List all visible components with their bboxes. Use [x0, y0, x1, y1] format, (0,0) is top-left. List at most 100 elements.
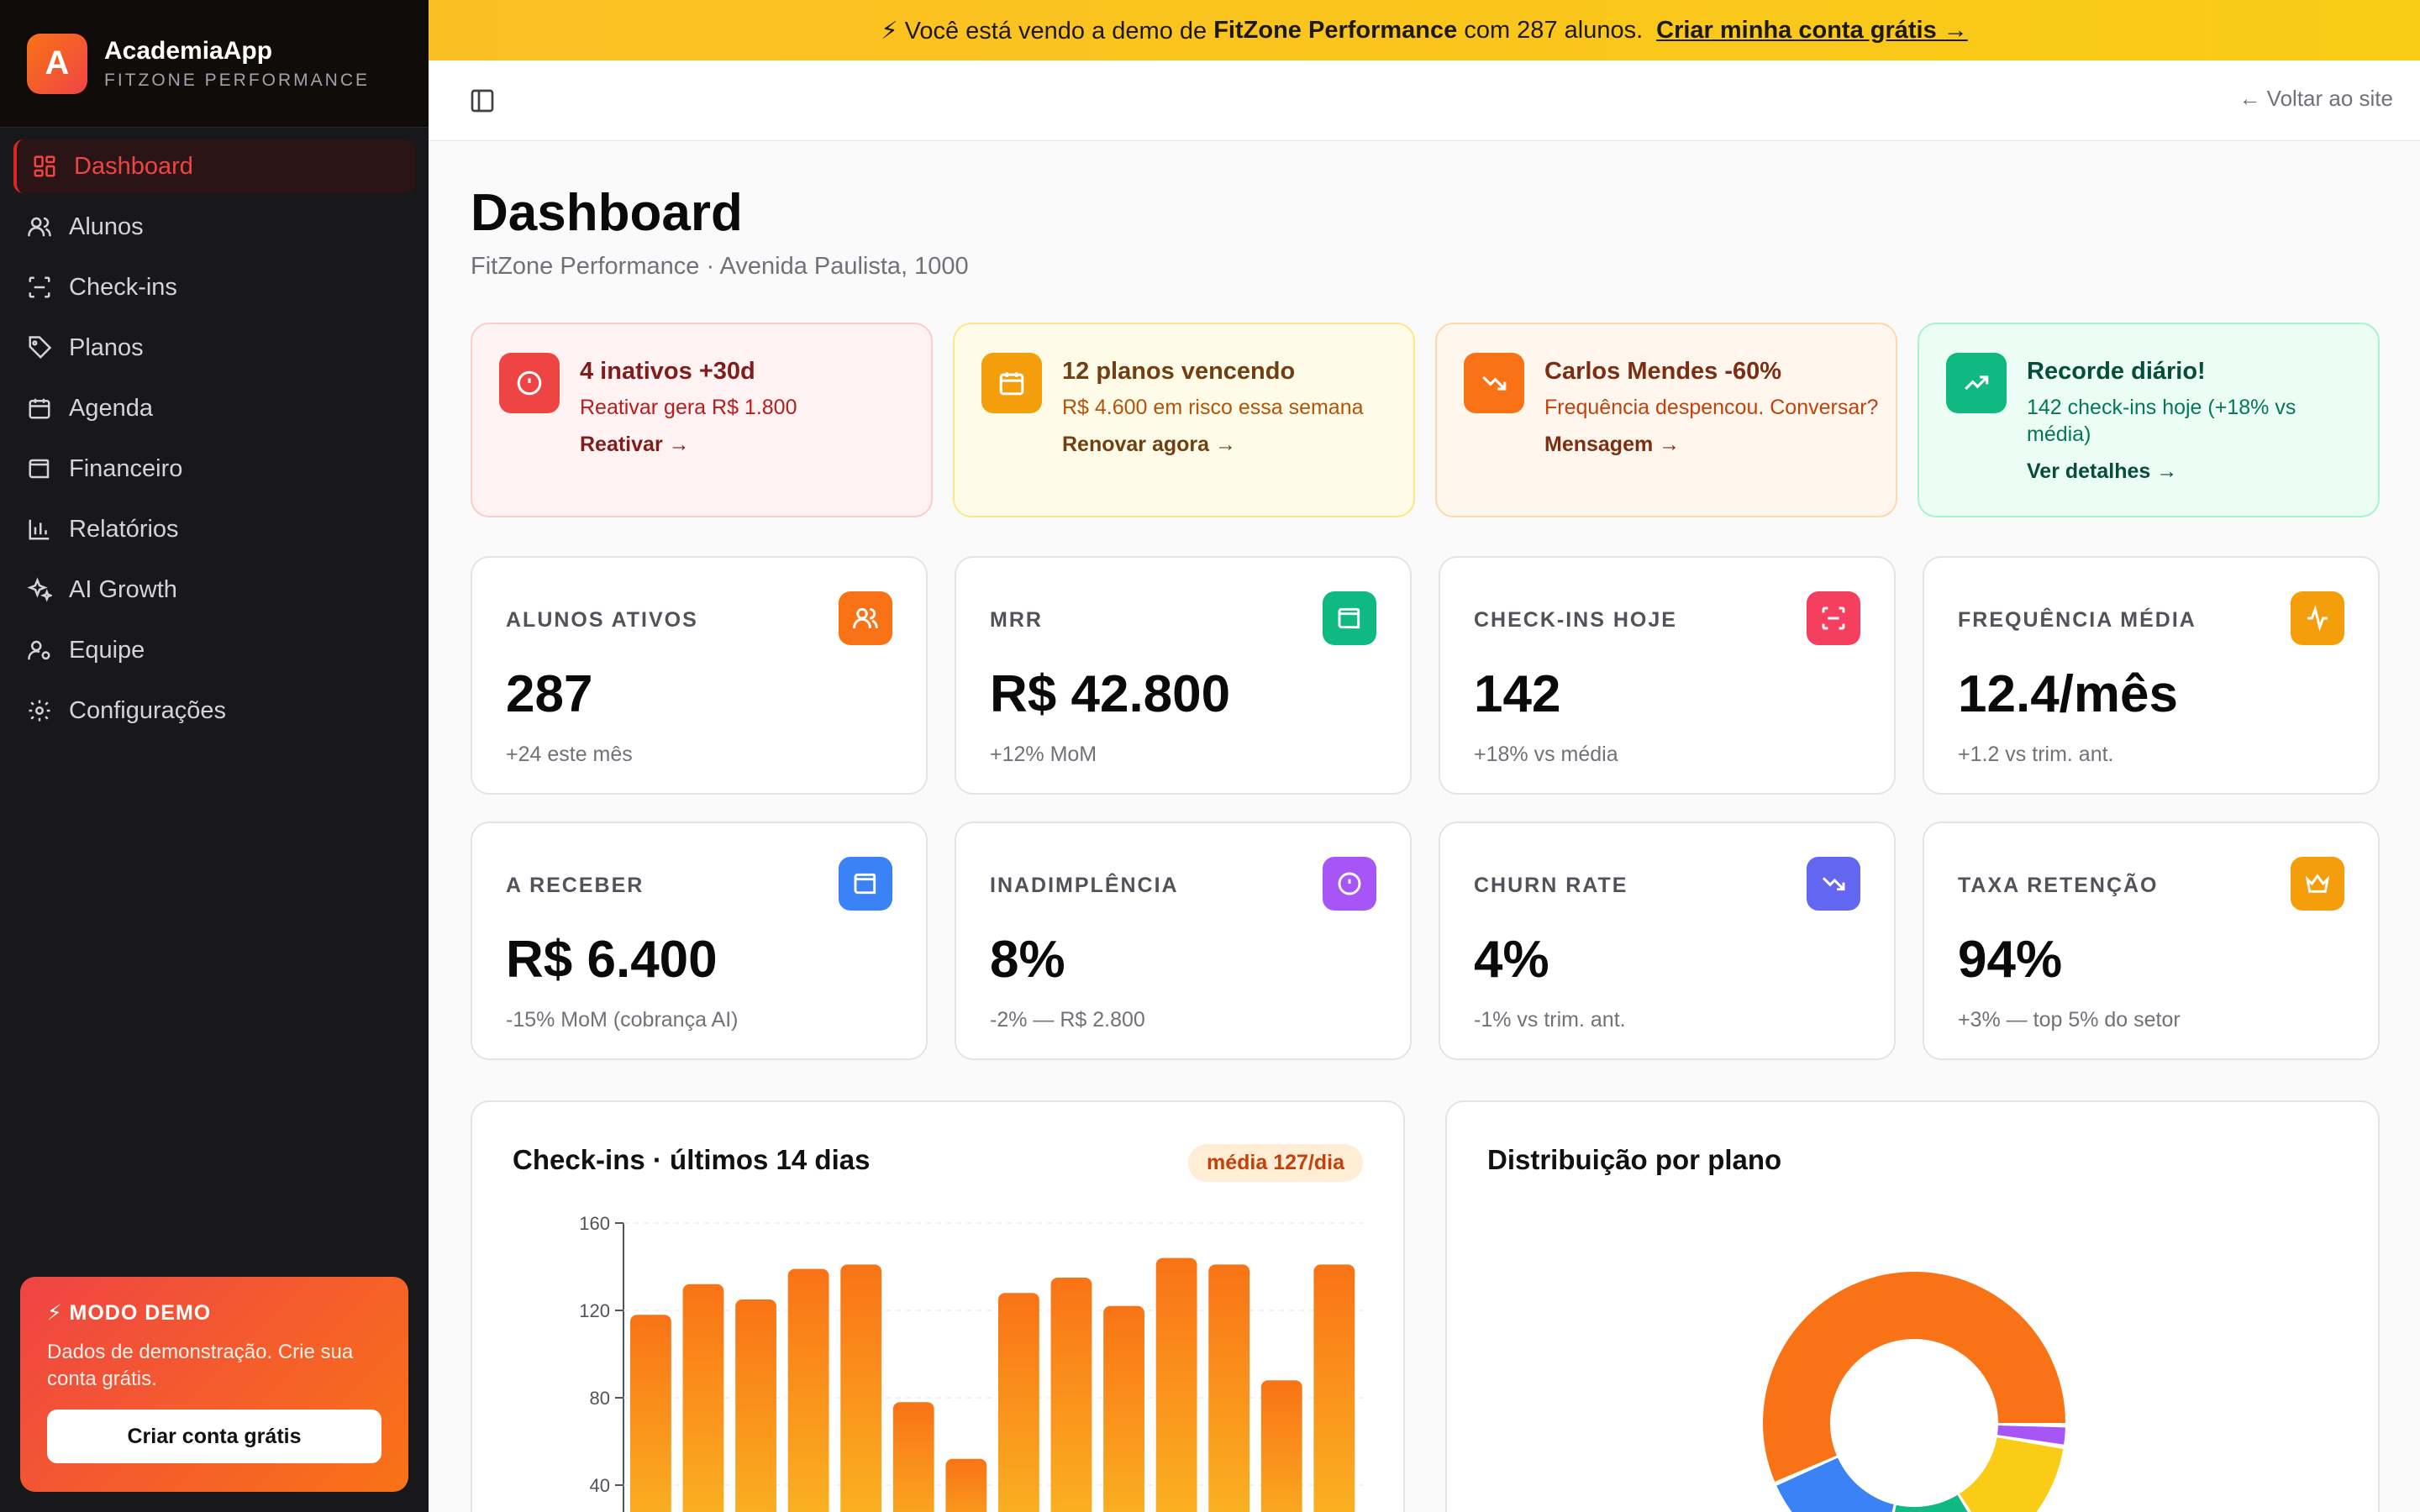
- kpi-value: R$ 6.400: [506, 931, 718, 989]
- calendar-icon: [27, 396, 52, 421]
- kpi-card-checkins-today: CHECK-INS HOJE 142 +18% vs média: [1439, 556, 1896, 795]
- page-subtitle: FitZone Performance · Avenida Paulista, …: [471, 253, 969, 280]
- checkins-bar[interactable]: [1208, 1264, 1250, 1512]
- kpi-delta: +24 este mês: [506, 743, 633, 766]
- checkins-bar[interactable]: [840, 1264, 882, 1512]
- back-to-site-link[interactable]: ← Voltar ao site: [2238, 86, 2393, 111]
- checkins-bar[interactable]: [682, 1284, 724, 1512]
- kpi-delta: +12% MoM: [990, 743, 1097, 766]
- kpi-label: A RECEBER: [506, 874, 644, 897]
- checkins-bar[interactable]: [735, 1299, 776, 1512]
- checkins-bar[interactable]: [1313, 1264, 1355, 1512]
- average-badge: média 127/dia: [1188, 1144, 1363, 1182]
- checkins-bar[interactable]: [892, 1402, 934, 1512]
- sidebar-item-label: Financeiro: [69, 454, 183, 482]
- tag-icon: [27, 335, 52, 360]
- alert-description: R$ 4.600 em risco essa semana: [1062, 396, 1364, 419]
- sidebar-toggle-button[interactable]: [466, 84, 499, 118]
- alert-title: Carlos Mendes -60%: [1544, 358, 1782, 385]
- alert-title: Recorde diário!: [2027, 358, 2206, 385]
- plan-slice[interactable]: [1763, 1272, 2065, 1482]
- kpi-card-churn-rate: CHURN RATE 4% -1% vs trim. ant.: [1439, 822, 1896, 1060]
- checkins-bar[interactable]: [630, 1315, 671, 1512]
- y-tick-label: 40: [590, 1475, 610, 1496]
- trending-down-icon: [1464, 353, 1524, 413]
- brand[interactable]: A AcademiaApp FITZONE PERFORMANCE: [0, 0, 429, 128]
- kpi-label: TAXA RETENÇÃO: [1958, 874, 2159, 897]
- sidebar-item-label: Planos: [69, 333, 144, 361]
- panel-left-icon: [471, 89, 494, 113]
- banner-prefix: ⚡ Você está vendo a demo de: [881, 17, 1214, 45]
- sidebar-item-agenda[interactable]: Agenda: [13, 381, 415, 435]
- checkins-bar[interactable]: [787, 1268, 829, 1512]
- trending-up-icon: [1946, 353, 2007, 413]
- plan-slice[interactable]: [1996, 1425, 2065, 1445]
- sidebar-item-label: Equipe: [69, 636, 145, 664]
- kpi-label: FREQUÊNCIA MÉDIA: [1958, 608, 2196, 632]
- sidebar-item-ai-growth[interactable]: AI Growth: [13, 563, 415, 617]
- sidebar-item-label: Alunos: [69, 213, 144, 240]
- sidebar-item-dashboard[interactable]: Dashboard: [13, 139, 415, 193]
- alert-description: 142 check-ins hoje (+18% vs média): [2027, 396, 2296, 446]
- kpi-value: R$ 42.800: [990, 665, 1231, 723]
- demo-mode-card: ⚡ MODO DEMO Dados de demonstração. Crie …: [20, 1277, 408, 1492]
- checkins-bar[interactable]: [1260, 1380, 1302, 1512]
- sidebar-item-planos[interactable]: Planos: [13, 321, 415, 375]
- create-account-button[interactable]: Criar conta grátis: [47, 1410, 381, 1463]
- kpi-value: 287: [506, 665, 593, 723]
- checkins-bar[interactable]: [945, 1458, 987, 1512]
- page-title: Dashboard: [471, 184, 743, 242]
- kpi-label: INADIMPLÊNCIA: [990, 874, 1179, 897]
- bar-chart-icon: [27, 517, 52, 542]
- demo-description: Dados de demonstração. Crie sua conta gr…: [47, 1341, 354, 1390]
- alert-circle-icon: [499, 353, 560, 413]
- alert-title: 12 planos vencendo: [1062, 358, 1296, 385]
- alert-description: Reativar gera R$ 1.800: [580, 396, 797, 419]
- sidebar-item-checkins[interactable]: Check-ins: [13, 260, 415, 314]
- sidebar-item-financeiro[interactable]: Financeiro: [13, 442, 415, 496]
- wallet-icon: [839, 857, 892, 911]
- reactivate-link[interactable]: Reativar →: [580, 433, 690, 456]
- sidebar-item-configuracoes[interactable]: Configurações: [13, 684, 415, 738]
- renew-now-link[interactable]: Renovar agora →: [1062, 433, 1237, 456]
- panel-title: Check-ins · últimos 14 dias: [513, 1144, 871, 1175]
- checkins-bar[interactable]: [998, 1293, 1039, 1512]
- see-details-link[interactable]: Ver detalhes →: [2027, 459, 2178, 483]
- calendar-icon: [981, 353, 1042, 413]
- wallet-icon: [1323, 591, 1376, 645]
- main-content: Dashboard FitZone Performance · Avenida …: [471, 141, 2380, 1512]
- sidebar-item-label: AI Growth: [69, 575, 177, 603]
- checkins-bar[interactable]: [1155, 1257, 1197, 1512]
- brand-logo: A: [27, 33, 87, 94]
- sidebar-item-equipe[interactable]: Equipe: [13, 623, 415, 677]
- sidebar-item-label: Agenda: [69, 394, 153, 422]
- alert-card-inactive: 4 inativos +30d Reativar gera R$ 1.800 R…: [471, 323, 933, 517]
- demo-banner: ⚡ Você está vendo a demo de FitZone Perf…: [429, 0, 2420, 60]
- kpi-card-delinquency: INADIMPLÊNCIA 8% -2% — R$ 2.800: [955, 822, 1412, 1060]
- kpi-delta: +18% vs média: [1474, 743, 1618, 766]
- banner-cta-link[interactable]: Criar minha conta grátis →: [1656, 16, 1968, 44]
- plan-slice[interactable]: [1776, 1457, 1894, 1512]
- brand-name: AcademiaApp: [104, 36, 273, 65]
- message-link[interactable]: Mensagem →: [1544, 433, 1681, 456]
- kpi-label: CHECK-INS HOJE: [1474, 608, 1677, 632]
- y-tick-label: 120: [579, 1300, 610, 1321]
- sidebar-item-relatorios[interactable]: Relatórios: [13, 502, 415, 556]
- checkins-bar[interactable]: [1050, 1278, 1092, 1512]
- alert-description: Frequência despencou. Conversar?: [1544, 396, 1879, 419]
- dashboard-icon: [32, 154, 57, 179]
- sidebar-item-label: Dashboard: [74, 152, 193, 180]
- kpi-label: ALUNOS ATIVOS: [506, 608, 698, 632]
- sidebar-item-label: Configurações: [69, 696, 226, 724]
- alerts-row: 4 inativos +30d Reativar gera R$ 1.800 R…: [471, 323, 2380, 517]
- kpi-card-retention-rate: TAXA RETENÇÃO 94% +3% — top 5% do setor: [1923, 822, 2380, 1060]
- sidebar: A AcademiaApp FITZONE PERFORMANCE Dashbo…: [0, 0, 429, 1512]
- plan-slice[interactable]: [1882, 1494, 1992, 1512]
- checkins-bar[interactable]: [1103, 1305, 1144, 1512]
- sidebar-item-alunos[interactable]: Alunos: [13, 200, 415, 254]
- panel-title: Distribuição por plano: [1487, 1144, 1782, 1175]
- plan-slice[interactable]: [1960, 1437, 2064, 1512]
- trending-down-icon: [1807, 857, 1860, 911]
- y-tick-label: 80: [590, 1388, 610, 1409]
- kpi-delta: -2% — R$ 2.800: [990, 1008, 1145, 1032]
